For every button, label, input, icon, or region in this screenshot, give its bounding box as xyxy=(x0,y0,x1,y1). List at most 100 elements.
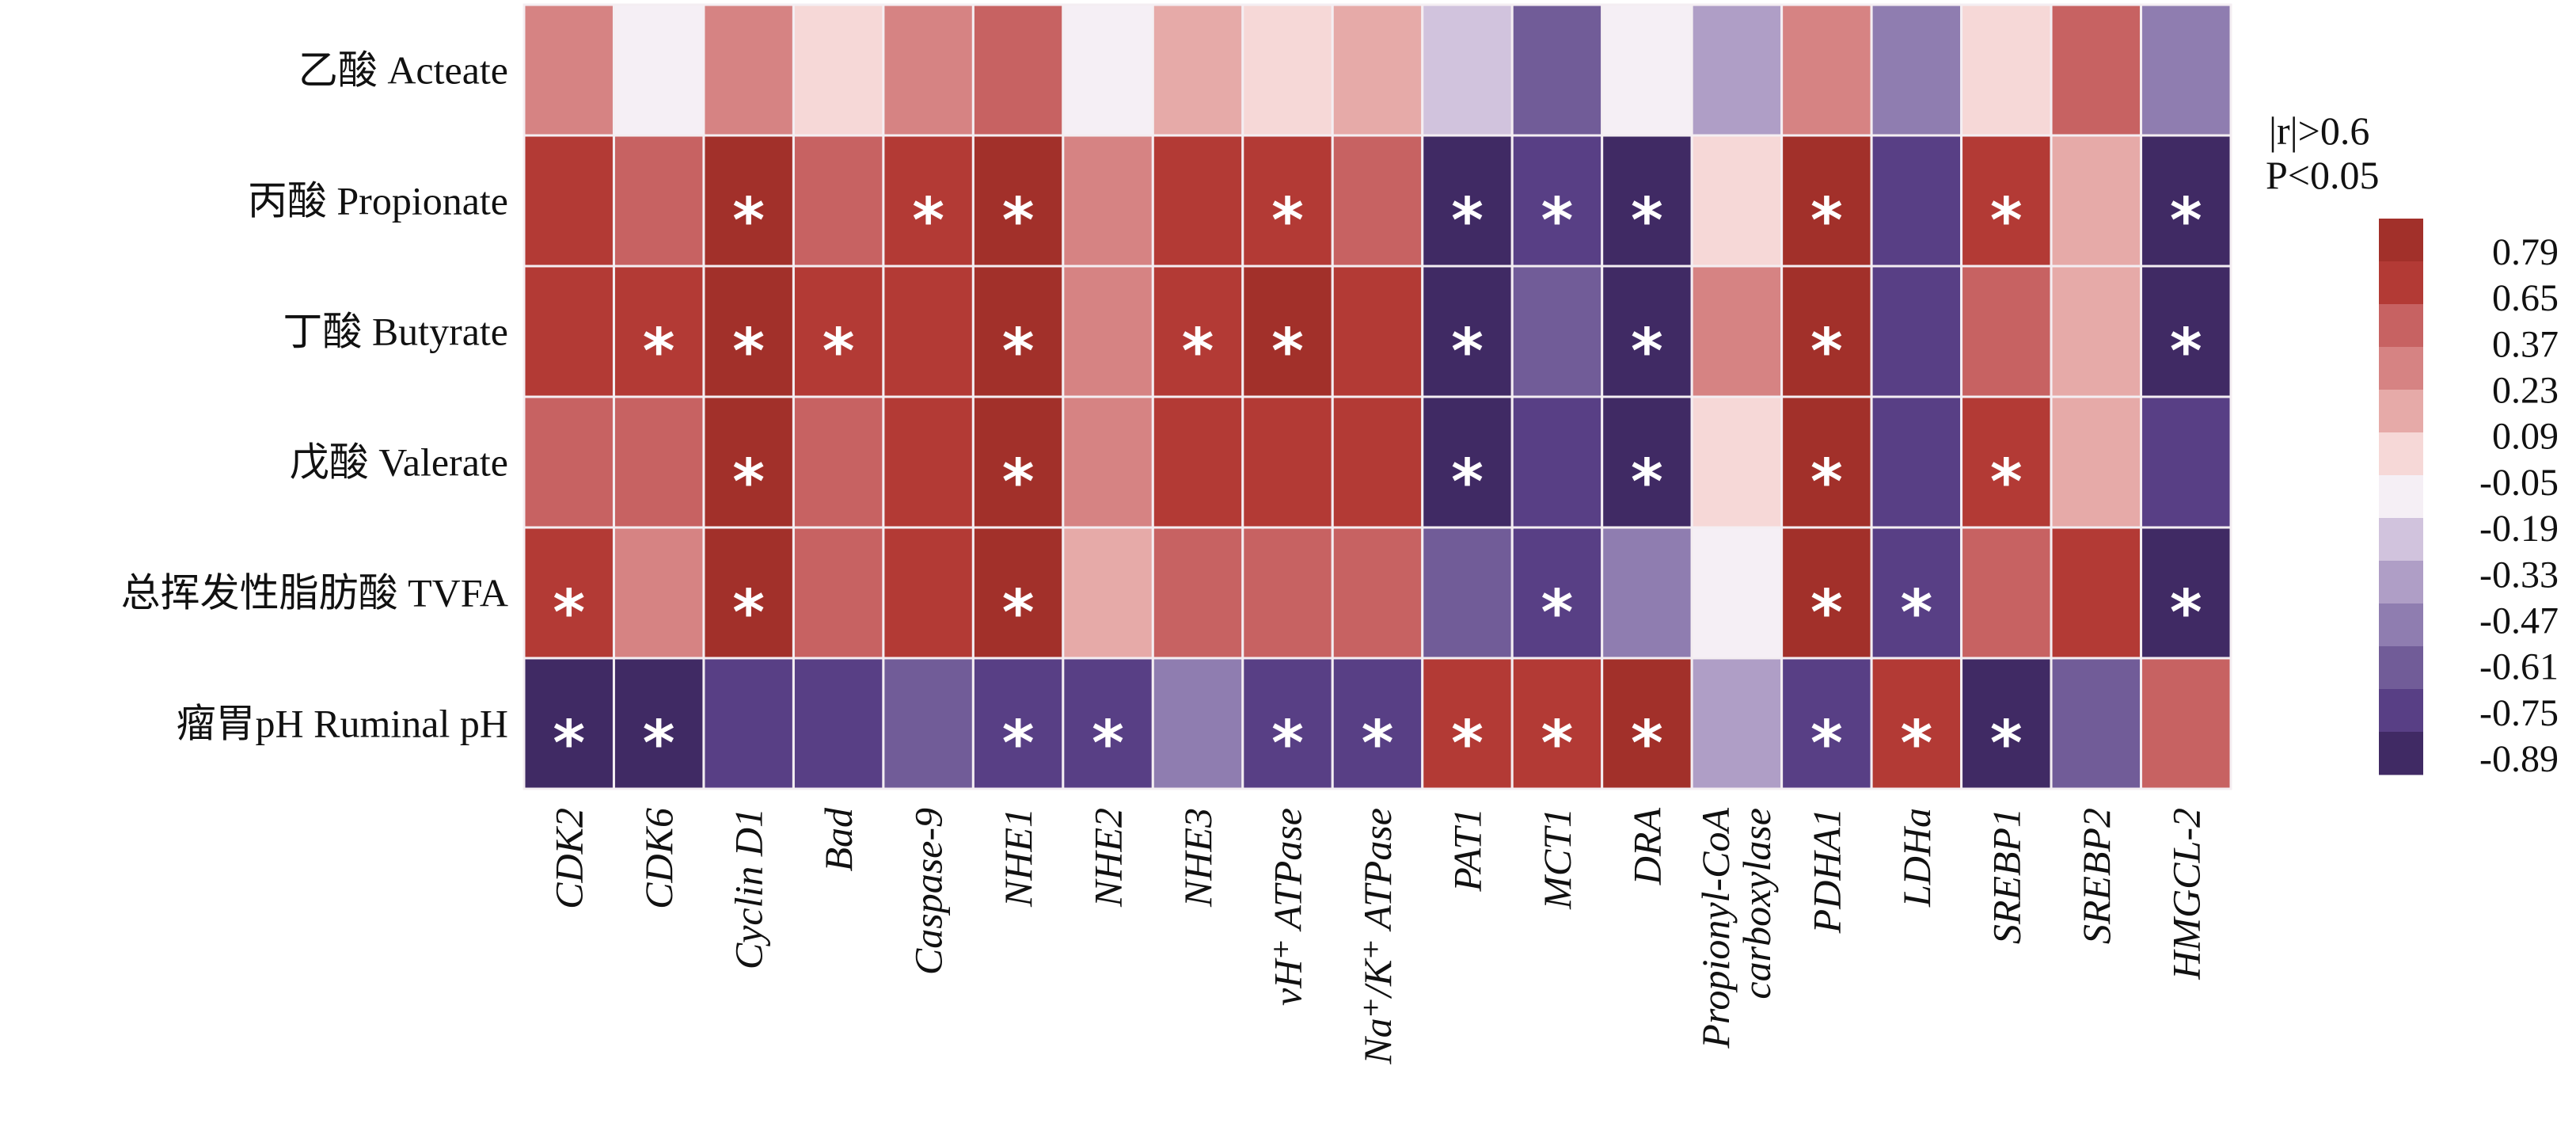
heatmap-cell xyxy=(1421,395,1514,529)
heatmap-cell xyxy=(1062,265,1154,398)
column-label: Propionyl-CoAcarboxylase xyxy=(1693,808,1779,1049)
significance-marker: * xyxy=(1362,709,1394,780)
significance-marker: * xyxy=(1451,186,1484,257)
row-label: 总挥发性脂肪酸 TVFA xyxy=(121,571,508,615)
column-label: vH⁺ ATPase xyxy=(1266,808,1310,1006)
heatmap-cell xyxy=(1690,134,1784,268)
heatmap-cell xyxy=(2050,3,2143,137)
significance-marker: * xyxy=(553,709,585,780)
column-label: PDHA1 xyxy=(1804,808,1848,934)
colorbar xyxy=(2379,219,2423,775)
colorbar-tick-label: -0.75 xyxy=(2479,692,2559,734)
column-label: DRA xyxy=(1624,808,1669,886)
significance-marker: * xyxy=(1810,447,1843,519)
significance-marker: * xyxy=(1271,317,1304,388)
heatmap-cell xyxy=(1421,526,1514,660)
colorbar-bin xyxy=(2379,518,2423,562)
colorbar-bin xyxy=(2379,432,2423,476)
column-label: CDK6 xyxy=(636,808,681,909)
significance-markers: * * * * * * * * * * * * * * * * * * * * * * * * * * * * * * * * * * * * * * * *… xyxy=(553,186,2202,780)
significance-marker: * xyxy=(1810,578,1843,649)
row-label: 戊酸 Valerate xyxy=(290,440,508,485)
heatmap-cell xyxy=(1960,3,2053,137)
legend-title-p: P<0.05 xyxy=(2266,153,2380,197)
colorbar-bin xyxy=(2379,732,2423,775)
colorbar-tick-label: -0.47 xyxy=(2479,600,2559,642)
row-labels: 乙酸 Acteate 丙酸 Propionate 丁酸 Butyrate 戊酸 Val… xyxy=(121,48,508,746)
colorbar-bin xyxy=(2379,646,2423,690)
row-label: 乙酸 Acteate xyxy=(298,48,508,93)
significance-marker: * xyxy=(1002,317,1035,388)
heatmap-cell xyxy=(522,3,615,137)
significance-marker: * xyxy=(912,186,944,257)
significance-marker: * xyxy=(1002,578,1035,649)
colorbar-tick-label: -0.19 xyxy=(2479,508,2559,550)
heatmap-cell xyxy=(1780,3,1873,137)
colorbar-bin xyxy=(2379,689,2423,733)
significance-marker: * xyxy=(1631,186,1663,257)
column-label: MCT1 xyxy=(1535,808,1579,910)
column-label: Bad xyxy=(816,807,861,872)
significance-marker: * xyxy=(1271,709,1304,780)
significance-marker: * xyxy=(1631,709,1663,780)
heatmap-cell xyxy=(1601,265,1693,398)
colorbar-bin xyxy=(2379,219,2423,262)
significance-marker: * xyxy=(1810,186,1843,257)
heatmap-cell xyxy=(2140,657,2232,790)
significance-marker: * xyxy=(732,578,765,649)
column-label: Na⁺/K⁺ ATPase xyxy=(1355,808,1400,1065)
heatmap-cell xyxy=(1331,265,1424,398)
column-label: SREBP1 xyxy=(1984,808,2028,944)
heatmap-cell xyxy=(792,134,885,268)
colorbar-tick-label: -0.05 xyxy=(2479,462,2559,504)
heatmap-cell xyxy=(1241,657,1334,790)
heatmap-cell xyxy=(2050,657,2143,790)
heatmap-cell xyxy=(971,265,1065,398)
heatmap-cell xyxy=(522,134,615,268)
significance-marker: * xyxy=(1810,709,1843,780)
heatmap-cell xyxy=(882,3,975,137)
heatmap-cell xyxy=(2050,526,2143,660)
heatmap-cell xyxy=(1780,134,1873,268)
column-label: CDK2 xyxy=(547,808,591,909)
significance-marker: * xyxy=(732,317,765,388)
significance-marker: * xyxy=(1002,186,1035,257)
heatmap-cell xyxy=(1690,265,1784,398)
column-labels: CDK2 CDK6 Cyclin D1 Bad Caspase-9 NHE1 NHE2 NHE… xyxy=(547,807,2209,1065)
column-label: SREBP2 xyxy=(2074,808,2118,944)
heatmap-cell xyxy=(612,526,705,660)
heatmap-cell xyxy=(702,526,795,660)
heatmap-cell xyxy=(1421,3,1514,137)
heatmap-cell xyxy=(1421,265,1514,398)
significance-marker: * xyxy=(1900,578,1932,649)
row-label: 瘤胃pH Ruminal pH xyxy=(177,702,508,746)
colorbar-tick-label: -0.33 xyxy=(2479,554,2559,596)
heatmap-cell xyxy=(522,657,615,790)
significance-marker: * xyxy=(1810,317,1843,388)
heatmap-cell xyxy=(1870,3,1963,137)
heatmap-cell xyxy=(612,3,705,137)
colorbar-bin xyxy=(2379,475,2423,519)
heatmap-cell xyxy=(2140,395,2232,529)
heatmap-cell xyxy=(1062,657,1154,790)
heatmap-cell xyxy=(1331,134,1424,268)
heatmap-cell xyxy=(1601,3,1693,137)
colorbar-bin xyxy=(2379,390,2423,433)
column-label: HMGCL-2 xyxy=(2164,808,2208,980)
legend: |r|>0.6 P<0.05 0.790.650.37 0.230.09-0.05… xyxy=(2266,109,2559,780)
colorbar-tick-label: 0.65 xyxy=(2492,277,2559,319)
significance-marker: * xyxy=(1541,186,1574,257)
heatmap-cell xyxy=(702,3,795,137)
colorbar-bin xyxy=(2379,304,2423,348)
colorbar-tick-label: 0.37 xyxy=(2492,323,2559,365)
significance-marker: * xyxy=(1541,709,1574,780)
heatmap-cell xyxy=(1960,526,2053,660)
column-label: NHE1 xyxy=(996,808,1040,908)
heatmap-cell xyxy=(882,657,975,790)
heatmap-cell xyxy=(1960,657,2053,790)
heatmap-cell xyxy=(1151,395,1244,529)
heatmap-cell xyxy=(2140,265,2232,398)
heatmap-cell xyxy=(1421,657,1514,790)
heatmap-cell xyxy=(2050,265,2143,398)
colorbar-bin xyxy=(2379,561,2423,604)
